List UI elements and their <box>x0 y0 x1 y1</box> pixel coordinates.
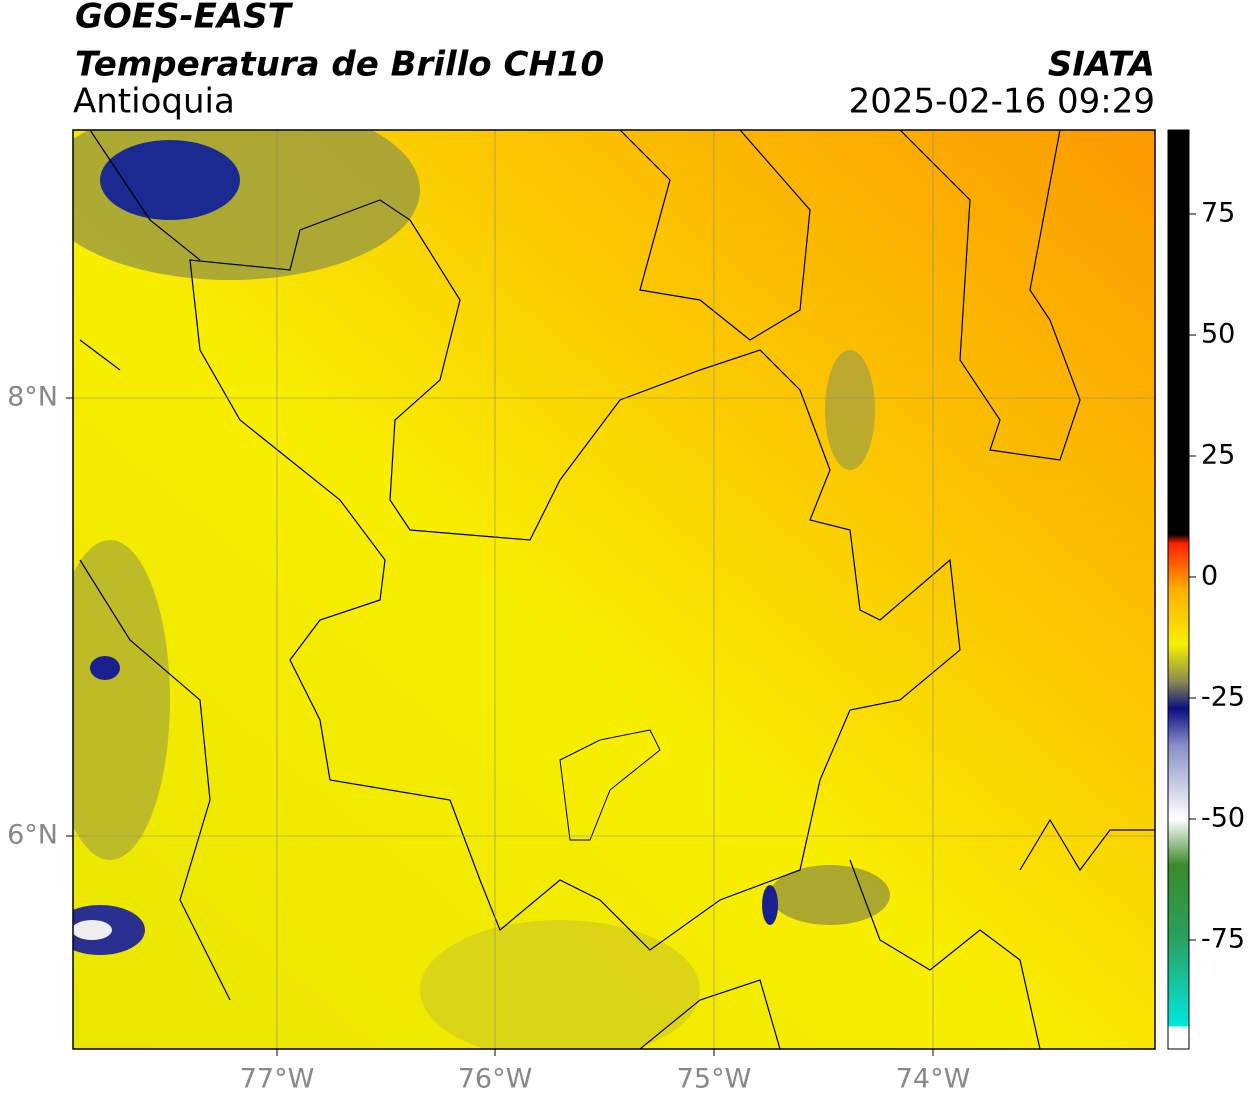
source: SIATA <box>1048 45 1155 85</box>
lon-label: 74°W <box>896 1064 971 1095</box>
title: GOES-EAST <box>75 0 294 37</box>
lat-label: 8°N <box>7 382 58 413</box>
colorbar <box>1167 129 1190 1050</box>
colorbar-label: 25 <box>1201 440 1235 471</box>
lon-label: 77°W <box>240 1064 315 1095</box>
timestamp: 2025-02-16 09:29 <box>849 82 1155 122</box>
subtitle: Temperatura de Brillo CH10 <box>75 45 604 85</box>
lat-label: 6°N <box>7 820 58 851</box>
region: Antioquia <box>73 82 235 122</box>
map-image <box>73 130 1155 1049</box>
graticule <box>73 130 1155 1049</box>
map-frame <box>72 129 1156 1050</box>
colorbar-label: 75 <box>1201 198 1235 229</box>
colorbar-label: 0 <box>1201 561 1218 592</box>
lon-label: 76°W <box>458 1064 533 1095</box>
lon-label: 75°W <box>677 1064 752 1095</box>
colorbar-label: -50 <box>1201 803 1245 834</box>
colorbar-label: -25 <box>1201 682 1245 713</box>
colorbar-label: -75 <box>1201 924 1245 955</box>
colorbar-label: 50 <box>1201 319 1235 350</box>
